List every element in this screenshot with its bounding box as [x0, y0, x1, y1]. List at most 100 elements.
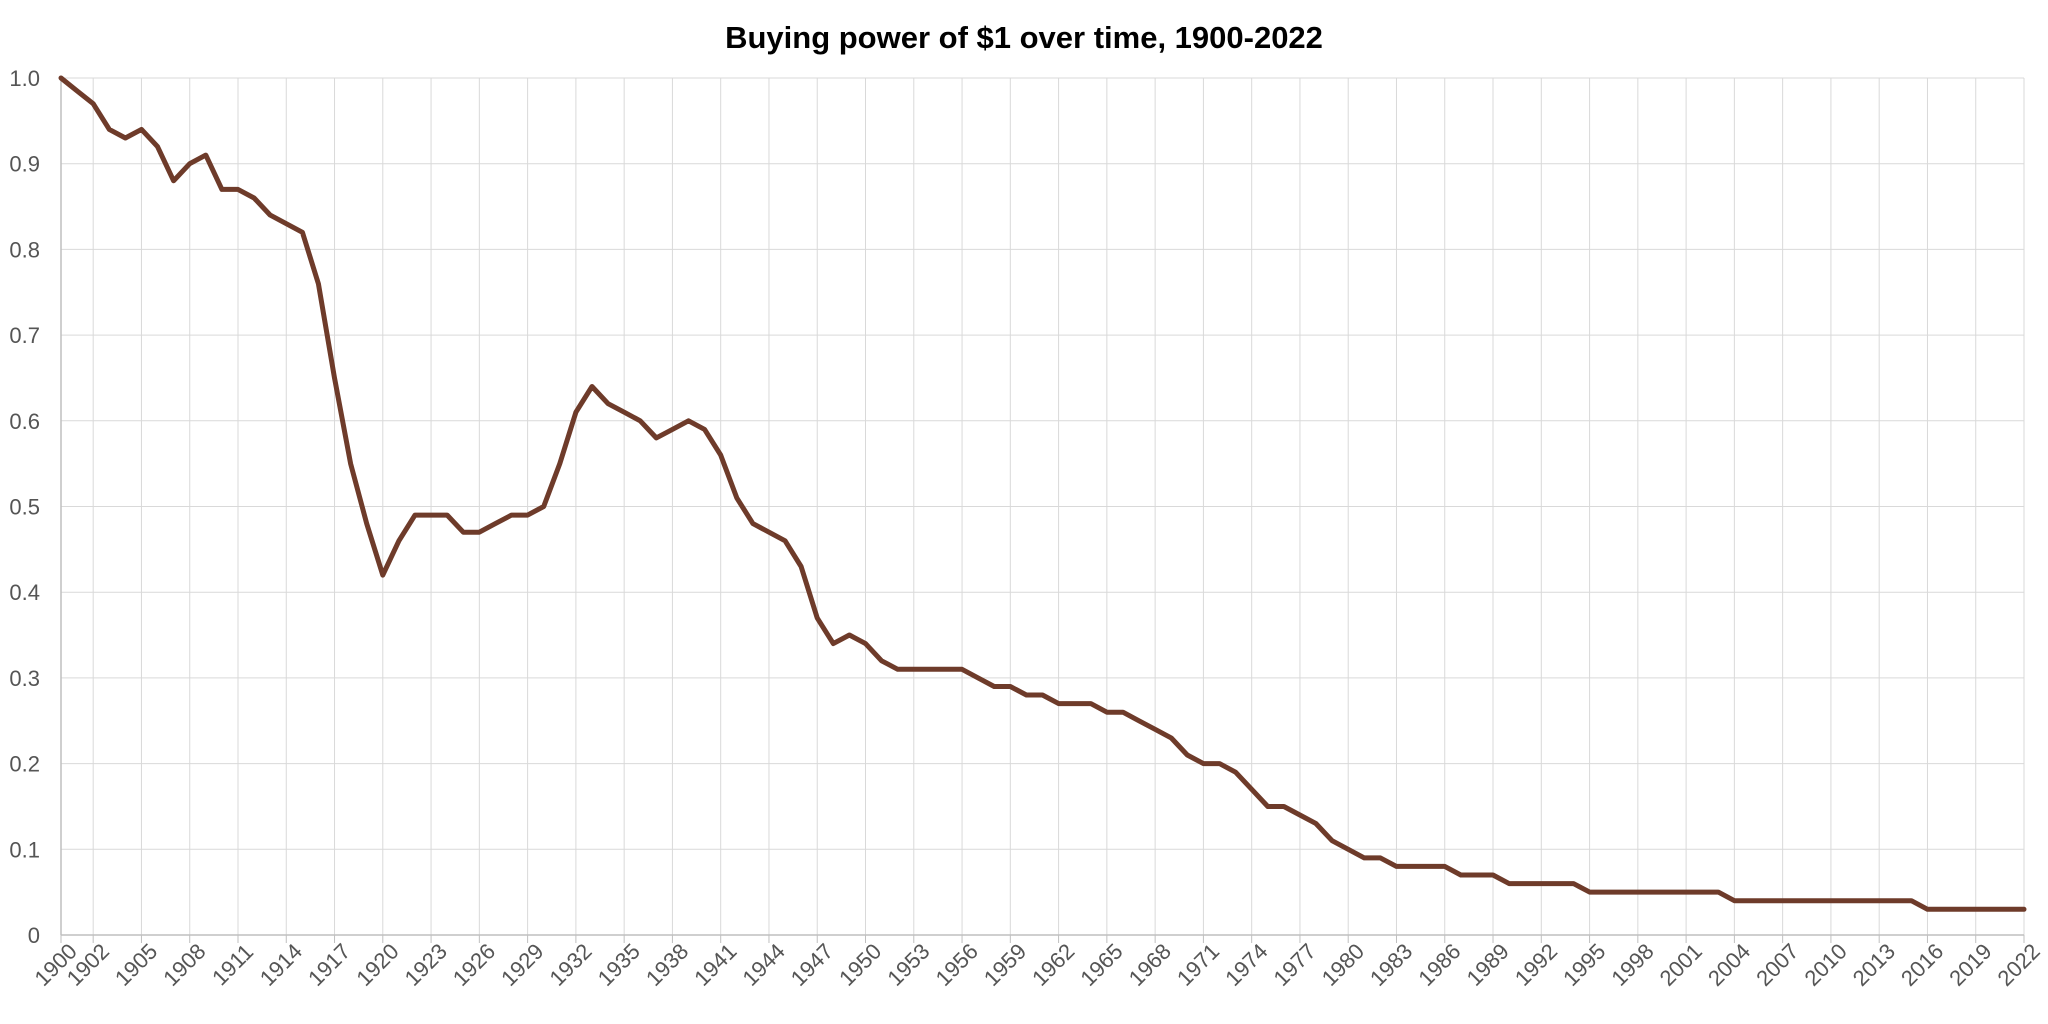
data-point — [1748, 898, 1753, 903]
data-point — [1088, 701, 1093, 706]
x-tick-label: 1998 — [1606, 939, 1658, 991]
data-point — [284, 221, 289, 226]
data-point — [960, 667, 965, 672]
data-point — [1378, 855, 1383, 860]
x-tick-label: 1983 — [1365, 939, 1417, 991]
data-point — [1491, 873, 1496, 878]
data-point — [1104, 710, 1109, 715]
data-point — [1555, 881, 1560, 886]
x-tick-label: 1941 — [689, 939, 741, 991]
data-point — [1941, 907, 1946, 912]
data-point — [477, 530, 482, 535]
x-tick-label: 1968 — [1124, 939, 1176, 991]
x-tick-label: 1953 — [882, 939, 934, 991]
x-tick-label: 1935 — [593, 939, 645, 991]
data-point — [413, 513, 418, 518]
data-point — [155, 144, 160, 149]
data-point — [1828, 898, 1833, 903]
data-point — [2022, 907, 2027, 912]
data-point — [863, 641, 868, 646]
data-point — [1314, 821, 1319, 826]
data-point — [1330, 838, 1335, 843]
data-point — [1587, 890, 1592, 895]
data-point — [1893, 898, 1898, 903]
data-point — [1780, 898, 1785, 903]
data-point — [1684, 890, 1689, 895]
x-tick-label: 1947 — [786, 939, 838, 991]
y-tick-label: 0.5 — [9, 495, 40, 520]
x-tick-label: 2010 — [1799, 939, 1851, 991]
x-tick-label: 1962 — [1027, 939, 1079, 991]
data-point — [1571, 881, 1576, 886]
data-point — [1362, 855, 1367, 860]
data-point — [557, 461, 562, 466]
x-tick-label: 1914 — [255, 939, 307, 991]
data-point — [123, 136, 128, 141]
data-point — [1603, 890, 1608, 895]
data-point — [992, 684, 997, 689]
data-point — [718, 453, 723, 458]
data-point — [1700, 890, 1705, 895]
data-point — [1668, 890, 1673, 895]
data-point — [541, 504, 546, 509]
x-tick-label: 2019 — [1944, 939, 1996, 991]
x-tick-labels: 1900190219051908191119141917192019231926… — [30, 939, 2045, 991]
data-point — [1233, 770, 1238, 775]
y-tick-label: 1.0 — [9, 66, 40, 91]
data-point — [1137, 718, 1142, 723]
y-tick-label: 0.3 — [9, 666, 40, 691]
data-point — [702, 427, 707, 432]
data-point — [2005, 907, 2010, 912]
x-tick-label: 1911 — [207, 939, 258, 990]
data-point — [927, 667, 932, 672]
data-point — [1056, 701, 1061, 706]
data-point — [445, 513, 450, 518]
data-point — [107, 127, 112, 132]
data-point — [59, 76, 64, 81]
chart-title: Buying power of $1 over time, 1900-2022 — [725, 20, 1323, 55]
data-point — [1925, 907, 1930, 912]
data-point — [1845, 898, 1850, 903]
data-point — [799, 564, 804, 569]
data-point — [509, 513, 514, 518]
data-point — [1442, 864, 1447, 869]
data-point — [831, 641, 836, 646]
x-tick-label: 1932 — [544, 939, 596, 991]
data-point — [750, 521, 755, 526]
data-point — [1394, 864, 1399, 869]
data-point — [686, 418, 691, 423]
data-point — [1957, 907, 1962, 912]
x-tick-label: 1995 — [1558, 939, 1610, 991]
x-tick-label: 1920 — [351, 939, 403, 991]
x-tick-label: 1923 — [400, 939, 452, 991]
data-point — [364, 521, 369, 526]
y-tick-label: 0.9 — [9, 152, 40, 177]
series-line — [58, 75, 2027, 912]
x-tick-label: 2004 — [1703, 939, 1755, 991]
data-point — [1619, 890, 1624, 895]
x-tick-label: 1938 — [641, 939, 693, 991]
data-point — [1346, 847, 1351, 852]
data-point — [895, 667, 900, 672]
x-tick-label: 1917 — [303, 939, 355, 991]
data-point — [139, 127, 144, 132]
series-layer — [58, 75, 2027, 912]
x-tick-label: 1959 — [979, 939, 1031, 991]
y-tick-label: 0.2 — [9, 752, 40, 777]
data-point — [1796, 898, 1801, 903]
x-tick-label: 1956 — [931, 939, 983, 991]
data-point — [171, 178, 176, 183]
data-point — [590, 384, 595, 389]
data-point — [1426, 864, 1431, 869]
data-point — [429, 513, 434, 518]
data-point — [75, 88, 80, 93]
x-tick-label: 2013 — [1848, 939, 1900, 991]
data-point — [1153, 727, 1158, 732]
data-point — [734, 495, 739, 500]
data-point — [1909, 898, 1914, 903]
x-tick-label: 1986 — [1413, 939, 1465, 991]
data-point — [203, 153, 208, 158]
data-point — [606, 401, 611, 406]
